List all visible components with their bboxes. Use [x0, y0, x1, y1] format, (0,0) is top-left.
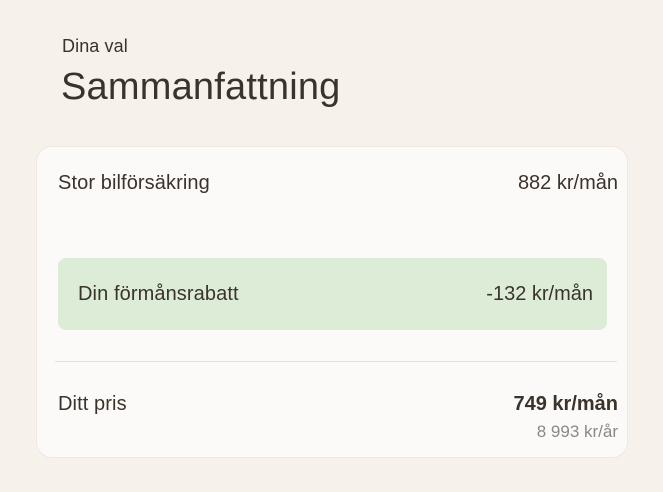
- summary-card: Stor bilförsäkring 882 kr/mån Din förmån…: [36, 146, 628, 458]
- card-divider: [55, 361, 617, 362]
- discount-amount: -132 kr/mån: [486, 283, 593, 305]
- page-header: Dina val Sammanfattning: [0, 0, 663, 110]
- discount-label: Din förmånsrabatt: [78, 283, 239, 305]
- section-eyebrow: Dina val: [62, 36, 128, 56]
- product-name: Stor bilförsäkring: [58, 172, 210, 194]
- page-title: Sammanfattning: [61, 66, 341, 108]
- product-price: 882 kr/mån: [517, 172, 618, 194]
- summary-page: Dina val Sammanfattning Stor bilförsäkri…: [0, 0, 663, 458]
- product-price-row: Stor bilförsäkring 882 kr/mån: [37, 147, 627, 195]
- total-label: Ditt pris: [58, 393, 127, 415]
- discount-banner: Din förmånsrabatt -132 kr/mån: [58, 258, 607, 330]
- total-price-row: Ditt pris 749 kr/mån 8 993 kr/år: [37, 362, 627, 444]
- total-values: 749 kr/mån 8 993 kr/år: [513, 392, 618, 444]
- total-price-yearly: 8 993 kr/år: [536, 422, 618, 441]
- total-price-monthly: 749 kr/mån: [513, 393, 618, 415]
